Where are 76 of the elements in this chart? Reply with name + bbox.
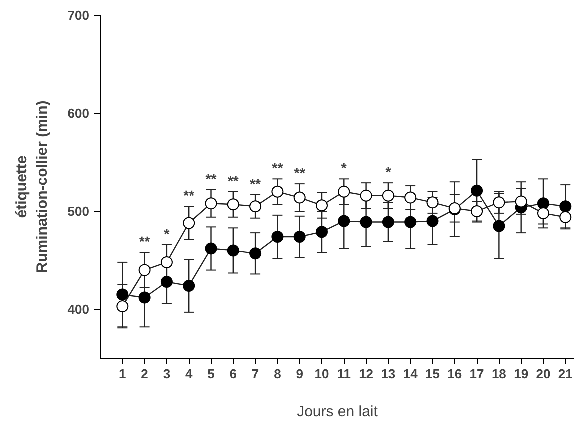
x-tick-label: 18 bbox=[492, 366, 506, 382]
point bbox=[471, 184, 484, 197]
y-tick-label: 500 bbox=[68, 204, 90, 219]
point bbox=[404, 216, 417, 228]
annotation: * bbox=[341, 160, 348, 176]
x-tick-label: 5 bbox=[208, 366, 215, 382]
x-tick-label: 4 bbox=[185, 366, 194, 382]
x-tick-label: 1 bbox=[119, 366, 126, 382]
point bbox=[426, 196, 439, 209]
x-tick-label: 16 bbox=[448, 366, 462, 382]
annotation: ** bbox=[250, 176, 262, 192]
point bbox=[183, 280, 196, 292]
point bbox=[560, 200, 572, 213]
y-tick-label: 600 bbox=[68, 106, 90, 121]
point bbox=[360, 190, 372, 202]
x-tick-label: 11 bbox=[337, 366, 352, 382]
point bbox=[205, 242, 218, 255]
annotation: ** bbox=[228, 172, 240, 189]
point bbox=[382, 190, 394, 202]
point bbox=[294, 230, 306, 243]
annotation: ** bbox=[184, 188, 196, 204]
point bbox=[471, 206, 484, 218]
annotation: ** bbox=[139, 234, 151, 250]
point bbox=[272, 186, 284, 198]
point bbox=[250, 248, 262, 260]
point bbox=[338, 215, 350, 228]
point bbox=[404, 192, 417, 204]
x-tick-label: 7 bbox=[252, 366, 260, 382]
x-tick-label: 12 bbox=[359, 366, 374, 382]
point bbox=[250, 200, 262, 213]
x-tick-label: 13 bbox=[381, 366, 396, 382]
annotation: ** bbox=[206, 171, 218, 187]
point bbox=[515, 196, 528, 208]
x-tick-label: 17 bbox=[470, 366, 484, 382]
point bbox=[360, 216, 372, 228]
x-tick-label: 19 bbox=[514, 366, 529, 382]
point bbox=[382, 216, 394, 228]
point bbox=[338, 186, 350, 198]
point bbox=[316, 200, 328, 212]
point bbox=[316, 226, 328, 238]
y-axis-title: étiquette Rumination-collier (min) bbox=[13, 100, 51, 274]
point bbox=[138, 264, 151, 276]
point bbox=[294, 192, 306, 204]
point bbox=[537, 198, 550, 210]
annotation: * bbox=[164, 226, 170, 242]
point bbox=[116, 288, 129, 301]
annotation: ** bbox=[294, 165, 306, 182]
x-tick-label: 9 bbox=[296, 366, 304, 382]
point bbox=[493, 220, 506, 232]
point bbox=[560, 211, 572, 224]
x-tick-label: 3 bbox=[163, 366, 171, 382]
point bbox=[272, 230, 284, 243]
point bbox=[426, 215, 439, 228]
x-tick-label: 8 bbox=[274, 366, 282, 382]
x-tick-label: 15 bbox=[426, 366, 440, 382]
point bbox=[537, 207, 550, 220]
point bbox=[205, 198, 218, 210]
point bbox=[160, 256, 173, 268]
x-axis-title: Jours en lait bbox=[297, 404, 379, 420]
x-tick-label: 2 bbox=[141, 366, 148, 382]
x-tick-label: 10 bbox=[314, 366, 330, 382]
y-tick-label: 400 bbox=[68, 302, 90, 317]
point bbox=[138, 292, 151, 304]
point bbox=[227, 198, 240, 211]
annotation: * bbox=[386, 164, 392, 180]
x-tick-label: 6 bbox=[230, 366, 238, 382]
y-tick-label: 700 bbox=[68, 8, 90, 23]
x-tick-label: 20 bbox=[536, 366, 551, 382]
x-tick-label: 14 bbox=[403, 366, 419, 382]
x-tick-label: 21 bbox=[558, 366, 573, 382]
point bbox=[493, 196, 506, 209]
annotation: ** bbox=[272, 160, 284, 176]
point bbox=[227, 244, 240, 257]
point bbox=[160, 276, 173, 288]
point bbox=[183, 217, 196, 230]
point bbox=[116, 300, 129, 313]
